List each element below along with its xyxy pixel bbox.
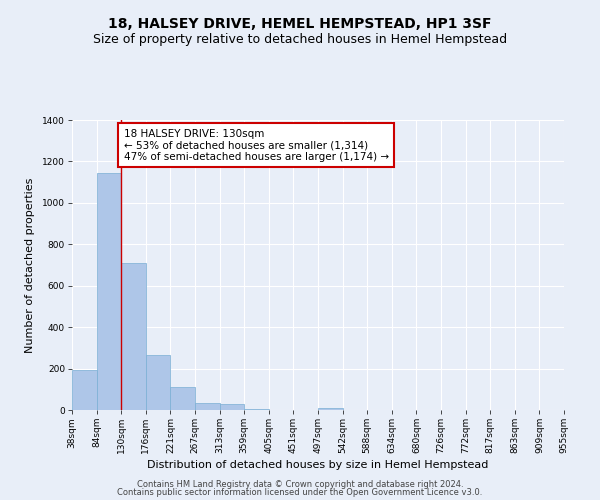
Bar	[220, 404, 244, 410]
Bar	[170, 388, 195, 410]
Bar	[121, 263, 146, 410]
Text: 18, HALSEY DRIVE, HEMEL HEMPSTEAD, HP1 3SF: 18, HALSEY DRIVE, HEMEL HEMPSTEAD, HP1 3…	[108, 18, 492, 32]
Bar	[146, 355, 170, 410]
Bar	[244, 409, 269, 410]
Text: Contains HM Land Registry data © Crown copyright and database right 2024.: Contains HM Land Registry data © Crown c…	[137, 480, 463, 489]
X-axis label: Distribution of detached houses by size in Hemel Hempstead: Distribution of detached houses by size …	[148, 460, 488, 470]
Bar	[318, 408, 343, 410]
Text: 18 HALSEY DRIVE: 130sqm
← 53% of detached houses are smaller (1,314)
47% of semi: 18 HALSEY DRIVE: 130sqm ← 53% of detache…	[124, 128, 389, 162]
Text: Contains public sector information licensed under the Open Government Licence v3: Contains public sector information licen…	[118, 488, 482, 497]
Bar	[72, 370, 97, 410]
Bar	[97, 173, 121, 410]
Text: Size of property relative to detached houses in Hemel Hempstead: Size of property relative to detached ho…	[93, 32, 507, 46]
Bar	[195, 403, 220, 410]
Y-axis label: Number of detached properties: Number of detached properties	[25, 178, 35, 352]
